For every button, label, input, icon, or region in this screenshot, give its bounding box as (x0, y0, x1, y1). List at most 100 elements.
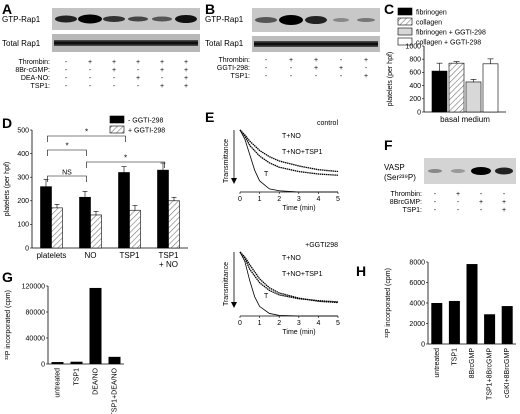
band (471, 167, 491, 175)
legend-swatch (109, 115, 125, 124)
band (175, 15, 197, 23)
band (428, 169, 442, 173)
panel-f: F VASP (Ser²³⁹P) Thrombin: - + - -8BrcGMP: - -… (384, 137, 516, 214)
y-tick-label: 300 (17, 175, 29, 182)
transmittance-arrowhead (231, 302, 237, 308)
panel-a-sign: + (112, 59, 116, 66)
panel-a-sign: - (65, 83, 68, 90)
panel-b-sign: - (365, 65, 368, 72)
y-tick-label: 6000 (409, 280, 425, 287)
panel-f-row-label: Thrombin: (390, 191, 422, 198)
panel-b-sign: + (314, 57, 318, 64)
panel-a-sign: - (89, 67, 92, 74)
y-tick-label: 800 (409, 57, 421, 64)
chart-title: control (317, 120, 338, 127)
panel-f-sign: - (457, 199, 460, 206)
panel-b-letter: B (205, 1, 215, 17)
panel-c: C fibrinogen collagen fibrinogen + GGTI-29… (384, 1, 506, 124)
panel-b-sign: + (314, 65, 318, 72)
panel-f-sign: - (480, 191, 483, 198)
panel-b: B GTP-Rap1 Total Rap1 Thrombin: - + + - +GGTI… (205, 1, 380, 80)
panel-b-gtp-rap1-label: GTP-Rap1 (205, 15, 244, 24)
legend-label: + GGTI-298 (128, 128, 165, 135)
x-tick-label: 4 (316, 196, 320, 203)
panel-a-gtp-blot (52, 8, 200, 30)
panel-b-sign: - (315, 73, 318, 80)
panel-a-total-rap1-label: Total Rap1 (2, 39, 41, 48)
panel-a-sign: + (184, 67, 188, 74)
panel-a-row-label: 8Br-cGMP: (15, 67, 50, 74)
significance-bracket (47, 135, 126, 142)
panel-a-sign: - (137, 67, 140, 74)
x-tick-label: 2 (277, 320, 281, 327)
panel-b-sign: + (289, 57, 293, 64)
series-label: T+NO (282, 255, 301, 262)
series-label: T+NO+TSP1 (282, 149, 323, 156)
x-axis-label: basal medium (440, 115, 490, 124)
band (357, 18, 375, 22)
x-tick-label: NO (85, 251, 97, 260)
y-tick-label: 2000 (409, 321, 425, 328)
panel-b-row-label: Thrombin: (218, 57, 250, 64)
panel-a-sign: + (160, 83, 164, 90)
bar (465, 81, 482, 113)
panel-a-sign: - (65, 59, 68, 66)
series-line (239, 251, 339, 304)
panel-f-letter: F (384, 137, 393, 153)
band (305, 16, 327, 24)
x-tick-label: TSP1 (119, 251, 140, 260)
panel-b-row-label: TSP1: (231, 73, 251, 80)
x-tick-label: 0 (238, 320, 242, 327)
y-tick-label: 0 (421, 341, 425, 348)
panel-d: D - GGTI-298 + GGTI-298 0 100 200 300 400 500 pl… (2, 115, 188, 269)
bar (501, 306, 513, 344)
band (333, 18, 349, 22)
panel-c-letter: C (384, 1, 394, 17)
x-tick-label: cGKI+8BrcGMP (504, 348, 511, 398)
series-label: T (264, 293, 269, 300)
panel-a-sign: + (136, 75, 140, 82)
panel-b-sign: - (265, 57, 268, 64)
significance-label: NS (62, 170, 72, 177)
panel-f-sign: - (434, 207, 437, 214)
x-tick-label: TSP1+DEA/NO (112, 367, 119, 414)
x-tick-label: platelets (37, 251, 67, 260)
panel-f-sign: + (456, 191, 460, 198)
legend-swatch (397, 27, 413, 36)
y-tick-label: 200 (409, 96, 421, 103)
panel-b-sign: - (290, 73, 293, 80)
significance-bracket (47, 175, 87, 182)
transmittance-arrowhead (231, 178, 237, 184)
y-tick-label: 200 (17, 198, 29, 205)
panel-a-sign: + (136, 59, 140, 66)
bar (108, 356, 121, 364)
panel-f-sign: - (434, 199, 437, 206)
panel-f-sign: - (480, 207, 483, 214)
panel-f-sign: - (457, 207, 460, 214)
x-tick-label: 2 (277, 196, 281, 203)
panel-a-gtp-bands (55, 14, 197, 24)
panel-a-row-label: DEA-NO: (21, 75, 50, 82)
panel-e-letter: E (205, 109, 214, 125)
panel-a-sign: + (112, 67, 116, 74)
panel-b-sign: + (339, 65, 343, 72)
bar (484, 314, 496, 344)
panel-b-row-label: GGTI-298: (217, 65, 250, 72)
series-label: T+NO+TSP1 (282, 271, 323, 278)
chart-title: +GGTI298 (305, 242, 338, 249)
band (451, 169, 465, 173)
significance-bracket (47, 149, 87, 156)
panel-a-sign: - (65, 75, 68, 82)
panel-b-sign: + (364, 57, 368, 64)
panel-a-sign: + (88, 59, 92, 66)
bar (448, 300, 460, 344)
panel-f-row-label: TSP1: (403, 207, 423, 214)
bar (431, 303, 443, 344)
panel-f-sign: + (479, 199, 483, 206)
panel-b-sign: - (290, 65, 293, 72)
panel-a-sign: + (160, 67, 164, 74)
y-axis-label: Transmittance (223, 139, 230, 183)
panel-a-row-label: Thrombin: (18, 59, 50, 66)
bar (89, 287, 102, 364)
x-tick-label: TSP1 (451, 348, 458, 366)
